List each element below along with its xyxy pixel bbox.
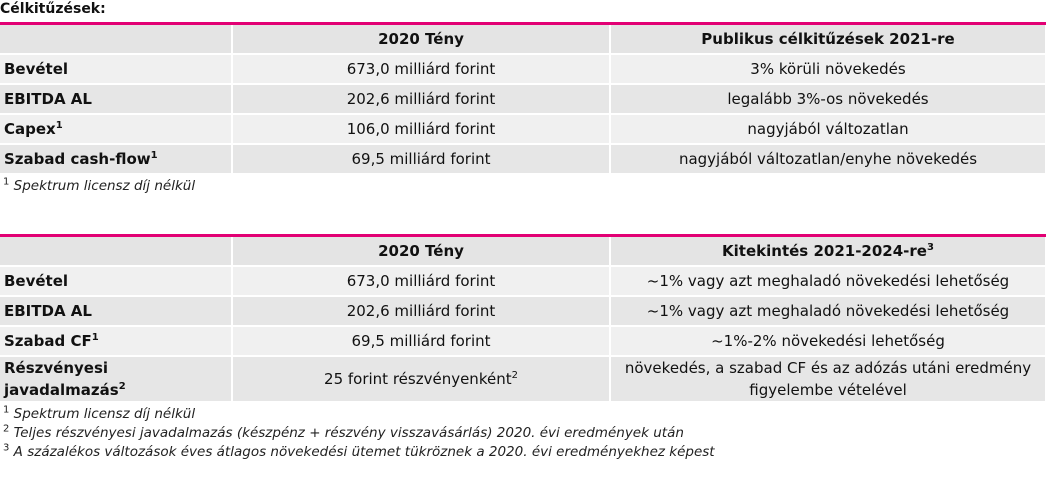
- row-label: Szabad cash-flow1: [0, 144, 233, 175]
- header-cell: 2020 Tény: [232, 23, 611, 55]
- cell: 202,6 milliárd forint: [232, 84, 611, 115]
- row: Szabad CF1 69,5 milliárd forint ~1%-2% növ…: [0, 326, 1046, 357]
- cell: 673,0 milliárd forint: [232, 266, 611, 297]
- cell-text: 2020 Tény: [378, 30, 464, 48]
- cell-text: 25 forint részvényenként: [324, 370, 512, 388]
- row-label: EBITDA AL: [0, 84, 233, 115]
- cell-text: Publikus célkitűzések 2021-re: [701, 30, 955, 48]
- cell-text: ~1% vagy azt meghaladó növekedési lehető…: [646, 302, 1010, 320]
- cell-text: EBITDA AL: [4, 90, 92, 108]
- cell: 673,0 milliárd forint: [232, 54, 611, 85]
- row: Bevétel 673,0 milliárd forint ~1% vagy azt…: [0, 266, 1046, 297]
- title: Célkitűzések:: [0, 1, 106, 17]
- cell: 106,0 milliárd forint: [232, 114, 611, 145]
- cell-text: 673,0 milliárd forint: [346, 60, 496, 78]
- footnotes: 1 Spektrum licensz díj nélkül: [0, 177, 1046, 196]
- superscript: 3: [926, 242, 934, 253]
- cell-text: ~1% vagy azt meghaladó növekedési lehető…: [646, 272, 1010, 290]
- cell-text: nagyjából változatlan/enyhe növekedés: [678, 150, 978, 168]
- cell-text: 3% körüli növekedés: [750, 60, 906, 78]
- header-row: 2020 Tény Kitekintés 2021-2024-re3: [0, 235, 1046, 267]
- cell-text: Capex: [4, 120, 56, 138]
- cell-text: 69,5 milliárd forint: [351, 332, 491, 350]
- cell-text: növekedés, a szabad CF és az adózás után…: [624, 359, 1032, 399]
- cell: nagyjából változatlan: [610, 114, 1046, 145]
- cell-text: 202,6 milliárd forint: [346, 90, 496, 108]
- cell-text: ~1%-2% növekedési lehetőség: [711, 332, 945, 350]
- header-cell: Publikus célkitűzések 2021-re: [610, 23, 1046, 55]
- footnote-mark: 1: [3, 176, 10, 188]
- footnote-text: Spektrum licensz díj nélkül: [13, 178, 196, 194]
- footnote: 1 Spektrum licensz díj nélkül: [0, 177, 1046, 196]
- cell: 69,5 milliárd forint: [232, 326, 611, 357]
- superscript: 1: [55, 120, 63, 131]
- cell: ~1%-2% növekedési lehetőség: [610, 326, 1046, 357]
- footnotes: 1 Spektrum licensz díj nélkül 2 Teljes ré…: [0, 405, 1046, 462]
- cell-text: Bevétel: [4, 60, 69, 78]
- row: Bevétel 673,0 milliárd forint 3% körüli nö…: [0, 54, 1046, 85]
- footnote-text: Spektrum licensz díj nélkül: [13, 406, 196, 422]
- superscript: 1: [91, 332, 99, 343]
- cell-text: 69,5 milliárd forint: [351, 150, 491, 168]
- cell-text: 2020 Tény: [378, 242, 464, 260]
- cell-text: Részvényesi javadalmazás: [4, 359, 119, 399]
- cell: 69,5 milliárd forint: [232, 144, 611, 175]
- footnote: 2 Teljes részvényesi javadalmazás (készp…: [0, 424, 1046, 443]
- header-cell: [0, 235, 233, 267]
- row-label: Szabad CF1: [0, 326, 233, 357]
- footnote-mark: 3: [3, 442, 10, 454]
- footnote: 3 A százalékos változások éves átlagos n…: [0, 443, 1046, 462]
- table: 2020 Tény Kitekintés 2021-2024-re3 Bevétel…: [0, 234, 1046, 403]
- cell-text: nagyjából változatlan: [747, 120, 909, 138]
- cell-text: 202,6 milliárd forint: [346, 302, 496, 320]
- header-cell: Kitekintés 2021-2024-re3: [610, 235, 1046, 267]
- cell-text: legalább 3%-os növekedés: [727, 90, 929, 108]
- cell: ~1% vagy azt meghaladó növekedési lehető…: [610, 266, 1046, 297]
- cell: 25 forint részvényenként2: [232, 356, 611, 403]
- cell-text: Szabad CF: [4, 332, 92, 350]
- header-cell: [0, 23, 233, 55]
- footnote-mark: 1: [3, 404, 10, 416]
- row: Részvényesi javadalmazás2 25 forint részv…: [0, 356, 1046, 403]
- cell-text: Bevétel: [4, 272, 69, 290]
- footnote-text: A százalékos változások éves átlagos növ…: [13, 444, 715, 460]
- footnote-mark: 2: [3, 423, 10, 435]
- cell-text: 106,0 milliárd forint: [346, 120, 496, 138]
- row: EBITDA AL 202,6 milliárd forint ~1% vagy a…: [0, 296, 1046, 327]
- row: Szabad cash-flow1 69,5 milliárd forint nag…: [0, 144, 1046, 175]
- row-label: EBITDA AL: [0, 296, 233, 327]
- cell-text: Kitekintés 2021-2024-re: [722, 242, 927, 260]
- cell: 202,6 milliárd forint: [232, 296, 611, 327]
- footnote: 1 Spektrum licensz díj nélkül: [0, 405, 1046, 424]
- cell: 3% körüli növekedés: [610, 54, 1046, 85]
- superscript: 2: [118, 381, 126, 392]
- footnote-text: Teljes részvényesi javadalmazás (készpén…: [13, 425, 684, 441]
- table-block: 2020 Tény Kitekintés 2021-2024-re3 Bevétel…: [0, 234, 1046, 462]
- header-row: 2020 Tény Publikus célkitűzések 2021-re: [0, 23, 1046, 55]
- header-cell: 2020 Tény: [232, 235, 611, 267]
- row-label: Capex1: [0, 114, 233, 145]
- superscript: 1: [150, 150, 158, 161]
- cell: nagyjából változatlan/enyhe növekedés: [610, 144, 1046, 175]
- table: 2020 Tény Publikus célkitűzések 2021-re Be…: [0, 22, 1046, 175]
- superscript: 2: [511, 370, 518, 381]
- cell-text: Szabad cash-flow: [4, 150, 151, 168]
- row-label: Bevétel: [0, 54, 233, 85]
- row-label: Részvényesi javadalmazás2: [0, 356, 233, 403]
- cell: ~1% vagy azt meghaladó növekedési lehető…: [610, 296, 1046, 327]
- cell-text: 673,0 milliárd forint: [346, 272, 496, 290]
- table-block: 2020 Tény Publikus célkitűzések 2021-re Be…: [0, 22, 1046, 196]
- row: Capex1 106,0 milliárd forint nagyjából vál…: [0, 114, 1046, 145]
- row-label: Bevétel: [0, 266, 233, 297]
- cell: növekedés, a szabad CF és az adózás után…: [610, 356, 1046, 403]
- row: EBITDA AL 202,6 milliárd forint legalább 3…: [0, 84, 1046, 115]
- cell: legalább 3%-os növekedés: [610, 84, 1046, 115]
- cell-text: EBITDA AL: [4, 302, 92, 320]
